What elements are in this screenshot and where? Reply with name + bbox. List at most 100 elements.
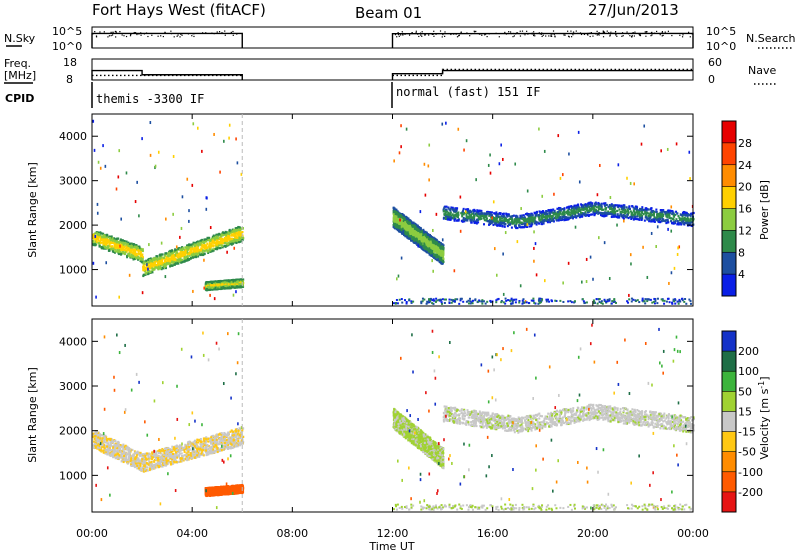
- noise-search-point: [596, 34, 598, 36]
- range-cell: [123, 248, 126, 252]
- range-cell: [224, 244, 227, 248]
- noise-search-point: [551, 33, 553, 35]
- range-cell: [132, 244, 135, 247]
- range-cell: [196, 249, 199, 252]
- range-cell: [237, 238, 240, 242]
- range-cell: [108, 242, 111, 245]
- noise-search-point: [596, 32, 598, 35]
- range-cell: [103, 245, 106, 248]
- range-cell: [135, 255, 138, 258]
- range-cell: [96, 237, 99, 240]
- range-cell: [199, 241, 202, 244]
- noise-search-point: [442, 33, 444, 36]
- range-cell: [396, 210, 399, 213]
- range-cell: [193, 243, 196, 246]
- range-cell: [94, 242, 97, 245]
- range-cell: [239, 281, 242, 284]
- range-cell: [149, 270, 152, 274]
- range-cell: [141, 254, 144, 257]
- range-cell: [110, 245, 113, 248]
- range-cell: [195, 241, 198, 244]
- range-cell: [211, 240, 214, 244]
- range-cell: [177, 254, 180, 257]
- noise-search-point: [689, 36, 691, 38]
- range-cell: [206, 249, 209, 252]
- range-cell: [238, 237, 241, 240]
- range-cell: [230, 240, 233, 243]
- range-cell: [92, 233, 95, 236]
- range-cell: [202, 244, 205, 247]
- range-cell: [121, 247, 124, 250]
- range-cell: [442, 257, 445, 260]
- noise-search-point: [645, 31, 647, 33]
- noise-search-point: [130, 33, 132, 36]
- range-cell: [137, 252, 140, 255]
- noise-search-point: [570, 30, 572, 32]
- noise-search-point: [216, 31, 218, 33]
- range-cell: [238, 233, 241, 236]
- noise-search-point: [516, 32, 518, 34]
- range-cell: [114, 246, 117, 250]
- noise-search-point: [512, 32, 515, 35]
- range-cell: [180, 249, 183, 252]
- noise-search-point: [179, 36, 181, 38]
- range-cell: [226, 287, 229, 290]
- range-cell: [206, 242, 209, 245]
- range-cell: [240, 231, 243, 234]
- range-cell: [126, 254, 129, 257]
- range-cell: [199, 243, 202, 246]
- range-cell: [183, 257, 186, 260]
- noise-search-point: [534, 35, 536, 37]
- range-cell: [228, 286, 231, 289]
- range-cell: [188, 252, 191, 256]
- range-cell: [395, 210, 398, 214]
- range-cell: [156, 259, 159, 262]
- noise-search-point: [609, 34, 611, 36]
- noise-search-point: [140, 34, 142, 36]
- range-cell: [166, 260, 169, 263]
- range-cell: [404, 221, 407, 224]
- range-cell: [195, 252, 198, 255]
- range-cell: [143, 266, 146, 269]
- range-cell: [155, 260, 158, 263]
- range-cell: [116, 250, 119, 253]
- range-cell: [203, 249, 206, 253]
- range-cell: [212, 280, 215, 283]
- noise-search-point: [586, 33, 589, 35]
- range-cell: [174, 248, 177, 252]
- noise-search-point: [616, 35, 618, 37]
- range-cell: [223, 233, 226, 236]
- range-cell: [132, 256, 135, 260]
- noise-search-point: [575, 30, 577, 32]
- range-cell: [233, 238, 236, 241]
- range-cell: [120, 248, 123, 252]
- noise-search-point: [400, 34, 402, 36]
- noise-search-point: [164, 31, 166, 34]
- range-cell: [220, 286, 223, 289]
- range-cell: [113, 240, 116, 243]
- range-cell: [223, 236, 226, 240]
- range-cell: [161, 258, 164, 261]
- range-cell: [192, 256, 195, 259]
- noise-search-point: [533, 33, 535, 36]
- noise-search-point: [450, 33, 452, 36]
- range-cell: [171, 259, 174, 262]
- noise-search-point: [514, 33, 516, 35]
- plot-title: Fort Hays West (fitACF): [92, 1, 266, 19]
- range-cell: [169, 265, 172, 268]
- range-cell: [236, 282, 239, 285]
- range-cell: [205, 244, 208, 247]
- range-cell: [160, 255, 163, 258]
- noise-search-point: [143, 33, 146, 35]
- range-cell: [161, 253, 164, 256]
- range-cell: [117, 241, 120, 245]
- range-cell: [100, 241, 103, 244]
- range-cell: [122, 243, 125, 246]
- noise-search-point: [650, 32, 653, 34]
- range-cell: [230, 282, 233, 286]
- noise-search-point: [459, 32, 461, 35]
- range-cell: [225, 234, 228, 237]
- range-cell: [113, 242, 116, 245]
- range-cell: [197, 250, 200, 253]
- noise-search-point: [433, 35, 435, 37]
